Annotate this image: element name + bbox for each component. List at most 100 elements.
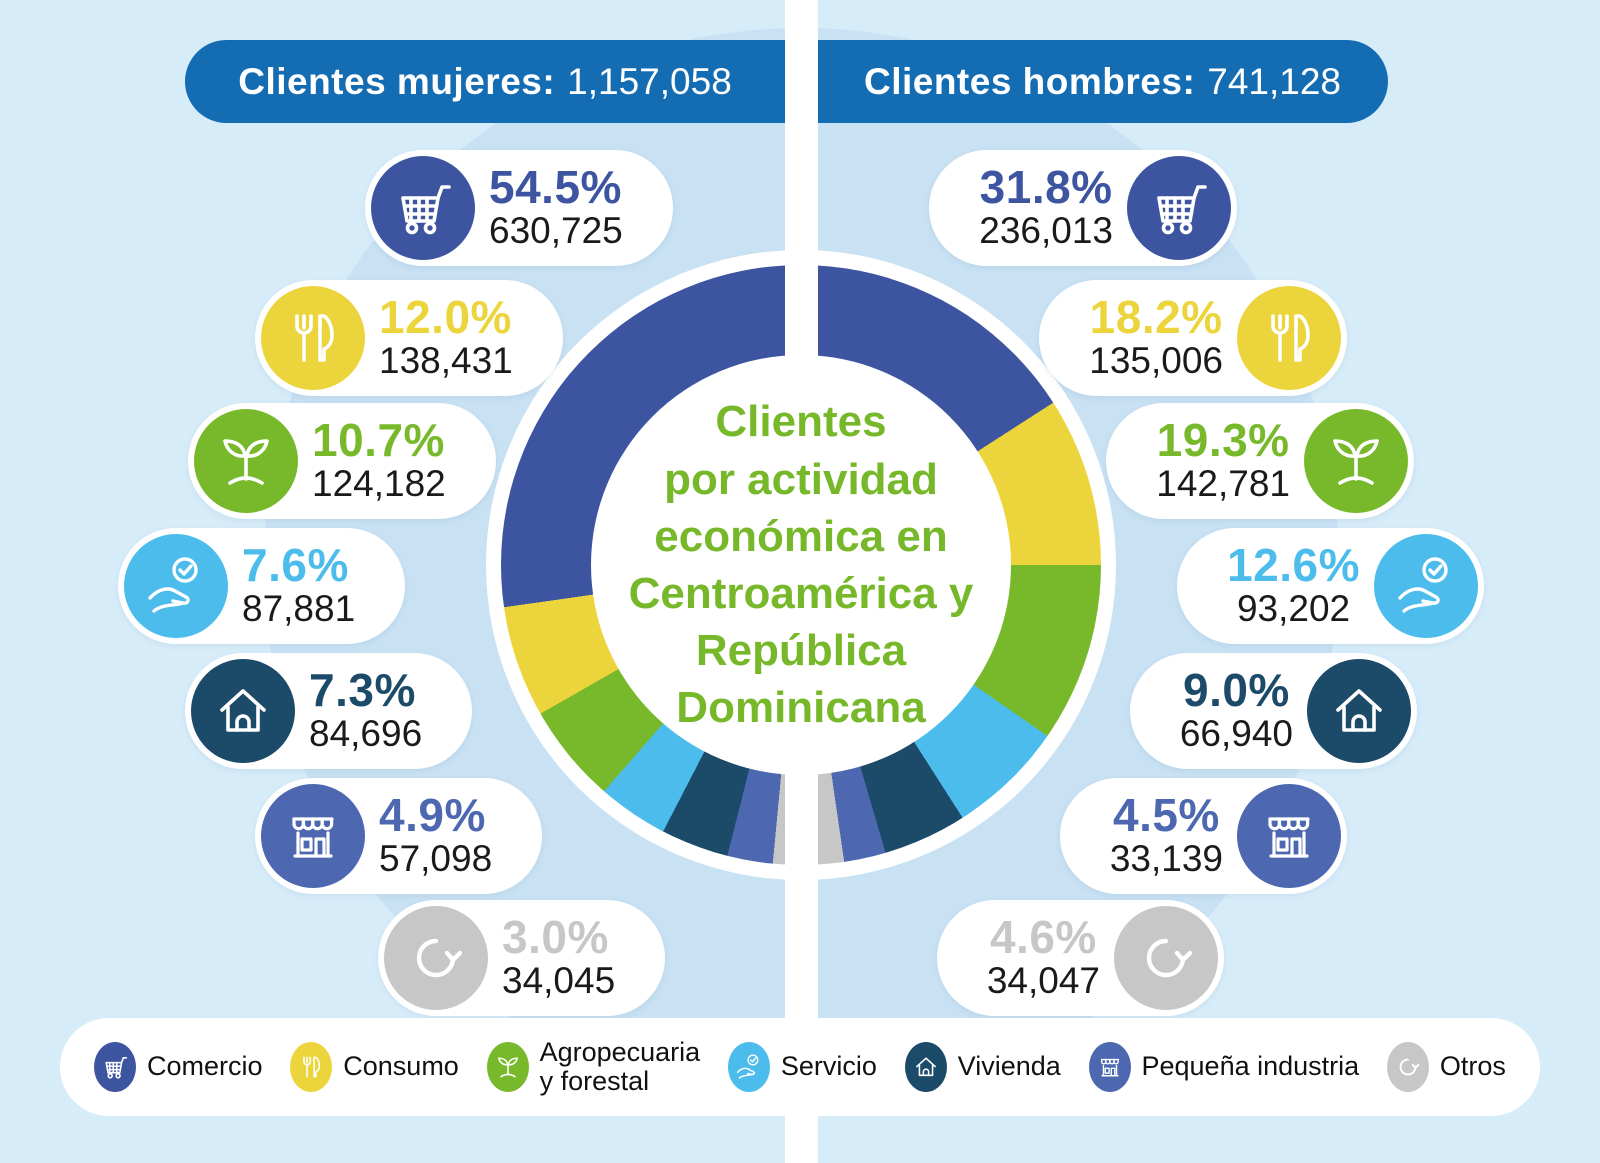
badge-count: 34,047 — [986, 960, 1100, 1002]
badge-count: 138,431 — [379, 340, 513, 382]
legend-item-otros: Otros — [1386, 1042, 1506, 1092]
badge-text: 4.5% 33,139 — [1110, 792, 1223, 880]
badge-text: 18.2% 135,006 — [1089, 294, 1223, 382]
badge-percentage: 12.0% — [379, 291, 512, 344]
badge-text: 54.5% 630,725 — [489, 164, 623, 252]
badge-percentage: 4.5% — [1112, 789, 1220, 842]
badge-percentage: 19.3% — [1156, 414, 1290, 467]
fork-knife-icon — [290, 1042, 333, 1092]
refresh-arrow-icon — [384, 906, 488, 1010]
legend-item-comercio: Comercio — [94, 1042, 263, 1092]
women-total: Clientes mujeres: 1,157,058 — [185, 40, 785, 123]
legend-label: Agropecuaria y forestal — [539, 1036, 701, 1096]
badge-text: 4.6% 34,047 — [987, 914, 1100, 1002]
fork-knife-icon — [261, 286, 365, 390]
badge-otros-women: 3.0% 34,045 — [378, 900, 666, 1016]
women-total-value: 1,157,058 — [567, 60, 732, 102]
storefront-icon — [261, 784, 365, 888]
donut-chart: Clientes por actividad económica en Cent… — [486, 250, 1116, 880]
badge-text: 7.3% 84,696 — [309, 667, 422, 755]
badge-percentage: 12.6% — [1227, 539, 1360, 592]
badge-count: 33,139 — [1109, 838, 1223, 880]
women-total-label: Clientes mujeres: — [238, 60, 556, 102]
refresh-arrow-icon — [1114, 906, 1218, 1010]
storefront-icon — [1088, 1042, 1131, 1092]
legend-bar: Comercio Consumo Agropecuaria y forestal Se… — [60, 1018, 1540, 1116]
badge-comercio-women: 54.5% 630,725 — [365, 150, 673, 266]
cart-icon — [94, 1042, 136, 1092]
badge-text: 12.6% 93,202 — [1227, 542, 1360, 630]
badge-text: 4.9% 57,098 — [379, 792, 492, 880]
badge-text: 7.6% 87,881 — [242, 542, 355, 630]
legend-item-consumo: Consumo — [290, 1042, 459, 1092]
house-icon — [1307, 659, 1411, 763]
house-icon — [904, 1042, 947, 1092]
legend-label: Consumo — [343, 1051, 459, 1082]
hand-check-icon — [727, 1042, 770, 1092]
badge-percentage: 7.3% — [309, 664, 416, 717]
badge-text: 31.8% 236,013 — [979, 164, 1113, 252]
donut-center: Clientes por actividad económica en Cent… — [591, 355, 1011, 775]
fork-knife-icon — [1237, 286, 1341, 390]
legend-label: Otros — [1439, 1051, 1506, 1082]
badge-percentage: 54.5% — [489, 161, 622, 214]
sprout-icon — [1304, 409, 1408, 513]
house-icon — [191, 659, 295, 763]
legend-item-vivienda: Vivienda — [904, 1042, 1061, 1092]
badge-count: 124,182 — [312, 463, 446, 505]
badge-count: 34,045 — [502, 960, 616, 1002]
legend-item-servicio: Servicio — [727, 1042, 877, 1092]
legend-label: Pequeña industria — [1141, 1051, 1360, 1082]
badge-text: 10.7% 124,182 — [312, 417, 446, 505]
badge-count: 135,006 — [1089, 340, 1223, 382]
badge-text: 9.0% 66,940 — [1180, 667, 1293, 755]
badge-agropecuaria-women: 10.7% 124,182 — [188, 403, 496, 519]
cart-icon — [1127, 156, 1231, 260]
badge-count: 57,098 — [379, 838, 493, 880]
badge-count: 87,881 — [242, 588, 356, 630]
badge-count: 142,781 — [1156, 463, 1290, 505]
men-total-label: Clientes hombres: — [863, 60, 1196, 102]
storefront-icon — [1237, 784, 1341, 888]
hand-check-icon — [1374, 534, 1478, 638]
legend-item-pequena-industria: Pequeña industria — [1088, 1042, 1360, 1092]
badge-servicio-women: 7.6% 87,881 — [118, 528, 406, 644]
badge-consumo-men: 18.2% 135,006 — [1039, 280, 1347, 396]
badge-consumo-women: 12.0% 138,431 — [255, 280, 563, 396]
badge-text: 19.3% 142,781 — [1156, 417, 1290, 505]
hand-check-icon — [124, 534, 228, 638]
badge-pequena-industria-women: 4.9% 57,098 — [255, 778, 543, 894]
badge-percentage: 4.9% — [379, 789, 486, 842]
badge-percentage: 31.8% — [979, 161, 1113, 214]
sprout-icon — [486, 1042, 529, 1092]
badge-count: 66,940 — [1179, 713, 1293, 755]
badge-percentage: 3.0% — [502, 911, 609, 964]
legend-item-agropecuaria: Agropecuaria y forestal — [486, 1036, 701, 1096]
badge-pequena-industria-men: 4.5% 33,139 — [1059, 778, 1347, 894]
badge-count: 84,696 — [309, 713, 423, 755]
cart-icon — [371, 156, 475, 260]
badge-text: 3.0% 34,045 — [502, 914, 615, 1002]
badge-comercio-men: 31.8% 236,013 — [929, 150, 1237, 266]
badge-percentage: 10.7% — [312, 414, 445, 467]
badge-count: 93,202 — [1236, 588, 1351, 630]
badge-servicio-men: 12.6% 93,202 — [1177, 528, 1484, 644]
badge-percentage: 7.6% — [242, 539, 349, 592]
badge-percentage: 4.6% — [989, 911, 1097, 964]
men-total: Clientes hombres: 741,128 — [817, 40, 1388, 123]
legend-label: Servicio — [780, 1051, 877, 1082]
badge-text: 12.0% 138,431 — [379, 294, 513, 382]
badge-vivienda-women: 7.3% 84,696 — [185, 653, 473, 769]
men-total-value: 741,128 — [1207, 60, 1342, 102]
legend-label: Comercio — [147, 1051, 263, 1082]
legend-label: Vivienda — [957, 1051, 1061, 1082]
badge-percentage: 9.0% — [1182, 664, 1290, 717]
badge-agropecuaria-men: 19.3% 142,781 — [1106, 403, 1414, 519]
refresh-arrow-icon — [1386, 1042, 1429, 1092]
chart-title: Clientes por actividad económica en Cent… — [628, 397, 974, 733]
sprout-icon — [194, 409, 298, 513]
badge-vivienda-men: 9.0% 66,940 — [1129, 653, 1417, 769]
badge-otros-men: 4.6% 34,047 — [936, 900, 1224, 1016]
badge-percentage: 18.2% — [1089, 291, 1223, 344]
